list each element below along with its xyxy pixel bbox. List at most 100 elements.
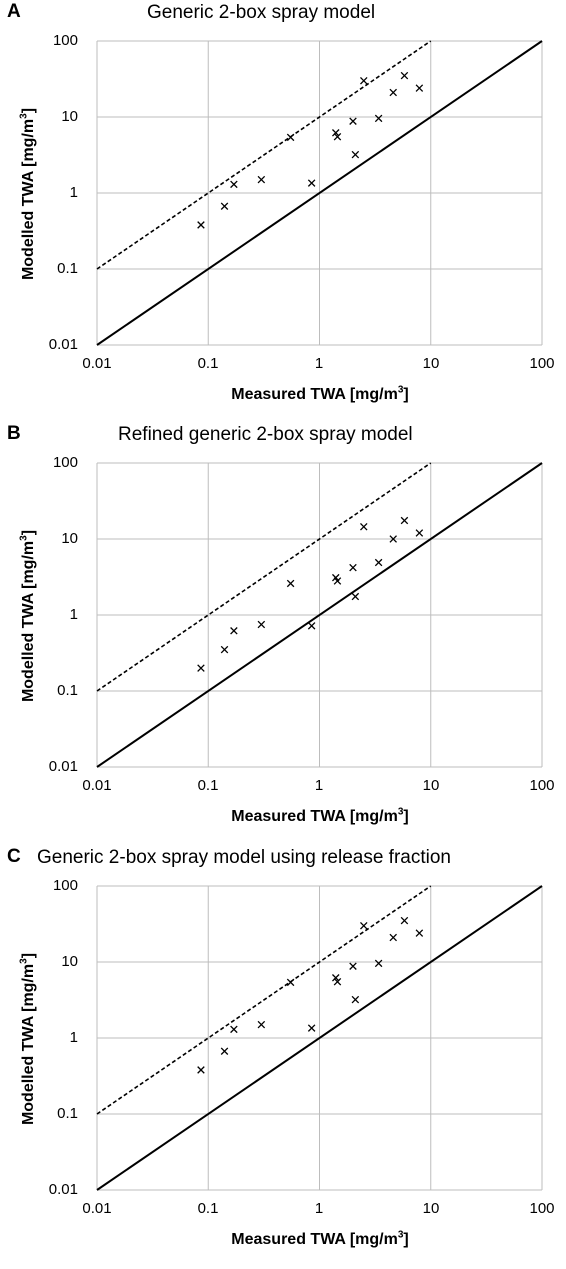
x-axis-label: Measured TWA [mg/m3]: [231, 384, 409, 403]
data-point: [360, 522, 368, 531]
reference-line-1to1: [96, 462, 543, 768]
y-tick-label: 0.1: [57, 682, 78, 699]
data-point-stroke: [197, 1066, 205, 1074]
y-tick-label: 100: [52, 454, 78, 471]
y-axis-label: Modelled TWA [mg/m3]: [18, 952, 37, 1126]
data-point-stroke: [415, 529, 424, 537]
data-point-stroke: [331, 129, 340, 137]
x-tick-label: 0.01: [82, 1200, 112, 1217]
data-point-stroke: [349, 117, 357, 125]
data-point-stroke: [331, 573, 340, 582]
reference-line-1to1: [96, 885, 543, 1191]
data-point: [257, 175, 266, 184]
data-point: [333, 577, 342, 585]
data-point-stroke: [286, 978, 295, 987]
data-point: [389, 535, 397, 543]
data-point: [349, 117, 357, 125]
x-tick-label: 10: [422, 355, 440, 372]
data-point-stroke: [257, 175, 266, 184]
data-point: [307, 622, 316, 630]
data-point-stroke: [415, 929, 424, 937]
data-point: [349, 563, 357, 572]
data-point: [360, 76, 368, 85]
x-tick-label: 0.01: [82, 777, 112, 794]
data-point: [220, 1047, 229, 1055]
data-point: [360, 921, 368, 930]
chart-plot-c: [96, 885, 543, 1191]
chart-panel-b: B Refined generic 2-box spray model 100 …: [0, 422, 566, 845]
x-tick-label: 1: [314, 1200, 324, 1217]
data-point: [333, 132, 342, 141]
data-point-stroke: [220, 1047, 229, 1055]
chart-plot-a: [96, 40, 543, 346]
data-point: [415, 84, 424, 92]
chart-title: Generic 2-box spray model using release …: [37, 847, 451, 868]
data-point-stroke: [389, 933, 397, 942]
data-point: [197, 664, 205, 672]
panel-letter: A: [7, 1, 21, 22]
x-tick-label: 0.01: [82, 355, 112, 372]
y-tick-label: 100: [52, 32, 78, 49]
x-tick-label: 10: [422, 777, 440, 794]
data-point-stroke: [220, 645, 229, 654]
data-point: [400, 516, 409, 525]
data-point: [257, 620, 266, 629]
x-tick-label: 1: [314, 777, 324, 794]
data-point-stroke: [307, 179, 316, 187]
reference-line-10x: [96, 462, 432, 692]
y-tick-label: 1: [69, 1029, 78, 1046]
y-tick-label: 10: [61, 530, 78, 547]
x-tick-label: 0.1: [197, 777, 219, 794]
data-point: [351, 150, 360, 159]
data-point-stroke: [197, 221, 205, 229]
data-point-stroke: [307, 622, 316, 630]
data-point-stroke: [349, 563, 357, 572]
data-point-stroke: [389, 535, 397, 543]
data-point: [351, 592, 360, 601]
x-tick-label: 100: [529, 1200, 555, 1217]
data-point: [307, 179, 316, 187]
chart-panel-c: C Generic 2-box spray model using releas…: [0, 845, 566, 1268]
data-point-stroke: [230, 180, 238, 189]
data-point-stroke: [349, 962, 357, 970]
data-point-stroke: [333, 977, 342, 986]
data-point: [374, 558, 383, 567]
data-point: [230, 180, 238, 189]
data-point-stroke: [400, 916, 409, 925]
chart-title: Generic 2-box spray model: [147, 2, 376, 23]
chart-panel-a: A Generic 2-box spray model 100 10 1 0.1…: [0, 0, 566, 423]
data-point: [374, 114, 383, 123]
reference-line-10x: [96, 40, 432, 270]
data-point-stroke: [286, 133, 295, 142]
data-point-stroke: [333, 132, 342, 141]
data-point-stroke: [360, 522, 368, 531]
data-point: [230, 627, 238, 635]
y-tick-label: 0.01: [48, 336, 78, 353]
data-point: [400, 71, 409, 80]
x-tick-label: 0.1: [197, 1200, 219, 1217]
data-point-stroke: [374, 558, 383, 567]
data-point-stroke: [389, 88, 397, 97]
data-point: [257, 1020, 266, 1029]
chart-plot-b: [96, 462, 543, 768]
data-point-stroke: [197, 664, 205, 672]
y-tick-label: 1: [69, 184, 78, 201]
data-point-stroke: [331, 974, 340, 982]
y-axis-label: Modelled TWA [mg/m3]: [18, 529, 37, 703]
data-point-stroke: [333, 577, 342, 585]
x-tick-label: 100: [529, 355, 555, 372]
data-point: [351, 995, 360, 1004]
x-tick-label: 10: [422, 1200, 440, 1217]
y-tick-label: 10: [61, 953, 78, 970]
y-tick-label: 0.01: [48, 758, 78, 775]
panel-letter: C: [7, 846, 21, 867]
data-point-stroke: [286, 579, 295, 588]
data-point: [415, 529, 424, 537]
x-tick-label: 0.1: [197, 355, 219, 372]
data-point: [197, 221, 205, 229]
data-point: [331, 974, 340, 982]
data-point: [307, 1024, 316, 1032]
y-tick-label: 100: [52, 877, 78, 894]
data-point-stroke: [415, 84, 424, 92]
data-point: [286, 579, 295, 588]
